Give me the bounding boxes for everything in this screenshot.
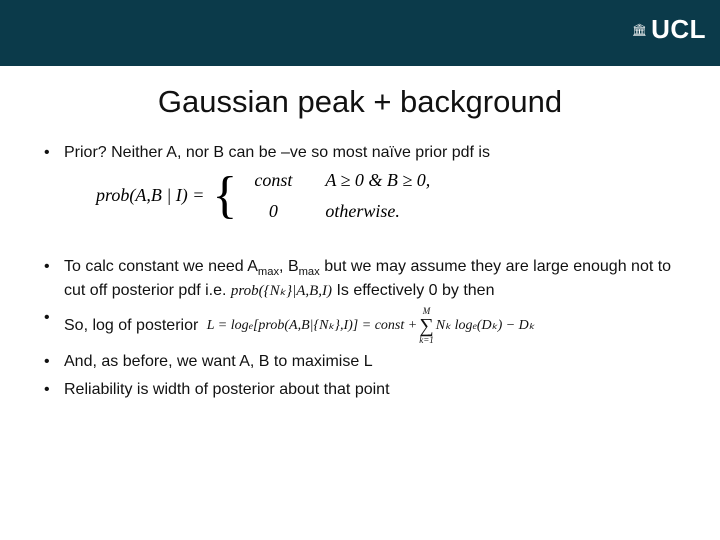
b2-t4: Is effectively 0 by then — [332, 282, 494, 299]
sum-bot: k=1 — [419, 336, 434, 345]
case2-cond: otherwise. — [325, 201, 485, 222]
eq-lhs: prob(A,B | I) = — [96, 185, 204, 206]
ucl-logo: 🏛 UCL — [632, 14, 706, 45]
bullet-3: So, log of posterior L = loge[prob(A,B|{… — [36, 307, 684, 345]
leq-br: [prob(A,B|{Nₖ},I)] = const + — [253, 317, 417, 336]
leq-pre: L = log — [207, 317, 249, 336]
brace-icon: { — [212, 170, 237, 222]
bullet-5: Reliability is width of posterior about … — [36, 379, 684, 401]
prior-equation: prob(A,B | I) = { const A ≥ 0 & B ≥ 0, 0… — [96, 170, 684, 222]
logo-text: UCL — [651, 14, 706, 45]
case2-val: 0 — [245, 201, 301, 222]
log-posterior-equation: L = loge[prob(A,B|{Nₖ},I)] = const + M ∑… — [207, 307, 535, 345]
leq-t1: Nₖ log — [436, 317, 473, 336]
summation-icon: M ∑ k=1 — [419, 307, 434, 345]
b2-s2: max — [299, 266, 320, 278]
slide-title: Gaussian peak + background — [0, 84, 720, 120]
header-bar: 🏛 UCL — [0, 0, 720, 66]
case1-cond: A ≥ 0 & B ≥ 0, — [325, 170, 485, 191]
b2-math: prob({Nₖ}|A,B,I) — [231, 283, 332, 299]
b2-s1: max — [258, 266, 279, 278]
eq-cases: const A ≥ 0 & B ≥ 0, 0 otherwise. — [245, 170, 485, 222]
bullet-2: To calc constant we need Amax, Bmax but … — [36, 256, 684, 302]
leq-t2: (Dₖ) − Dₖ — [477, 317, 535, 336]
slide-body: Prior? Neither A, nor B can be –ve so mo… — [0, 120, 720, 401]
b3-text: So, log of posterior — [64, 318, 198, 335]
sum-sym: ∑ — [419, 316, 433, 336]
b2-t1: To calc constant we need A — [64, 258, 258, 275]
b2-t2: , B — [279, 258, 299, 275]
case1-val: const — [245, 170, 301, 191]
bullet-1: Prior? Neither A, nor B can be –ve so mo… — [36, 142, 684, 164]
bullet-4: And, as before, we want A, B to maximise… — [36, 351, 684, 373]
dome-icon: 🏛 — [632, 24, 647, 36]
